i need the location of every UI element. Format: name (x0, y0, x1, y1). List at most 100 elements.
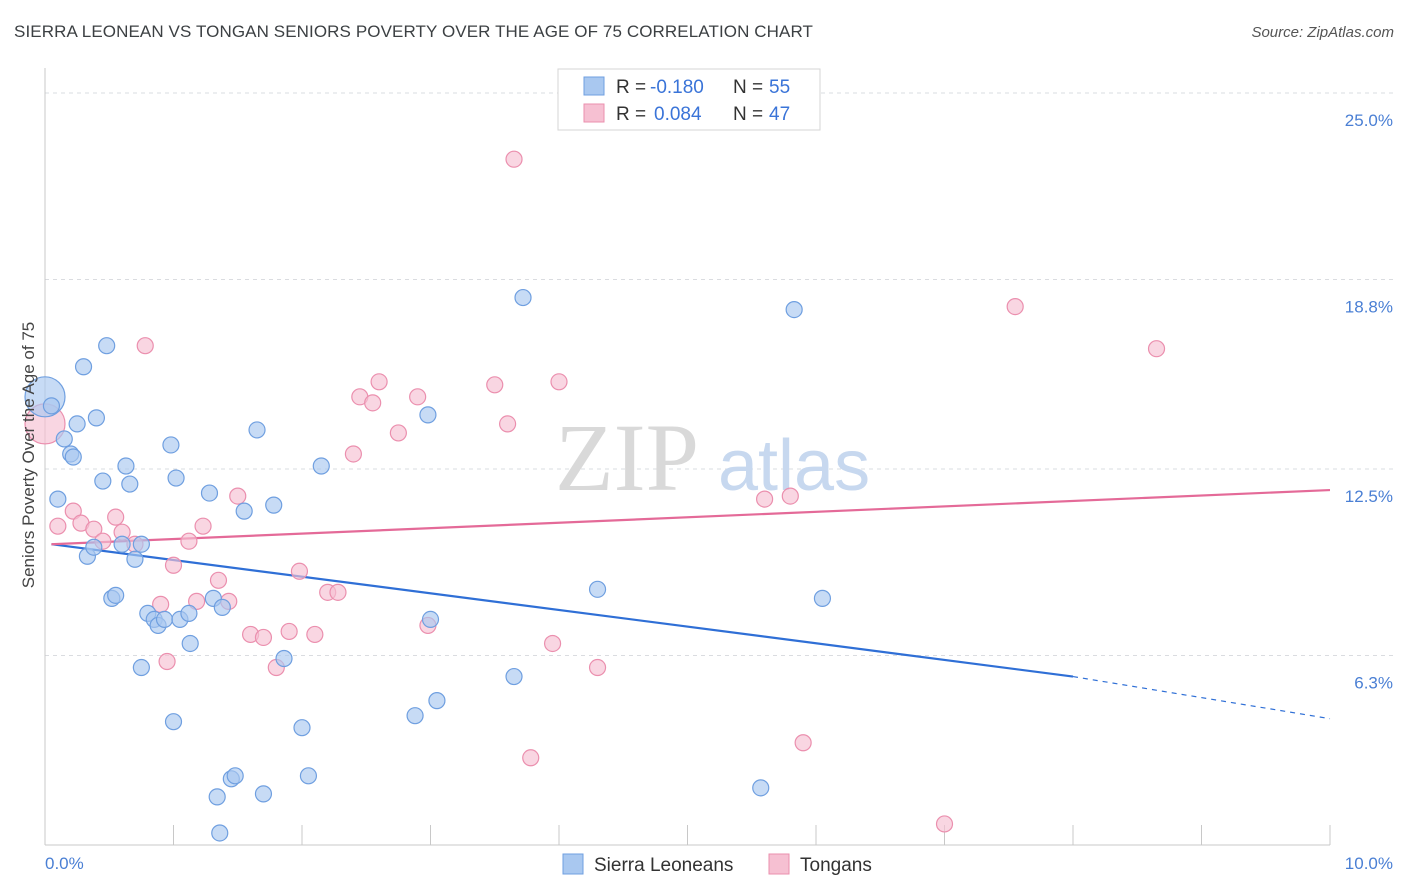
point-sierra-leonean (813, 589, 832, 607)
point-sierra-leonean (588, 580, 607, 598)
point-tongan (935, 815, 954, 833)
point-tongan (486, 376, 504, 394)
series-legend: Sierra Leoneans Tongans (562, 853, 872, 876)
point-sierra-leonean (208, 788, 226, 806)
legend-r-label-blue: R = (616, 77, 646, 98)
y-axis-title: Seniors Poverty Over the Age of 75 (19, 322, 38, 588)
point-tongan (254, 628, 273, 647)
point-sierra-leonean (211, 824, 229, 842)
trendline-tongan (51, 488, 1331, 546)
point-tongan (1006, 297, 1024, 316)
point-tongan (164, 556, 183, 574)
point-sierra-leonean (421, 610, 440, 629)
point-sierra-leonean (107, 586, 125, 604)
point-sierra-leonean (132, 535, 150, 553)
legend-n-value-blue: 55 (769, 77, 790, 98)
point-tongan (755, 490, 774, 508)
point-tongan (505, 150, 523, 168)
point-sierra-leonean (164, 713, 183, 731)
chart-title: SIERRA LEONEAN VS TONGAN SENIORS POVERTY… (14, 22, 814, 41)
point-sierra-leonean (98, 337, 116, 355)
point-tongan (389, 424, 407, 442)
point-sierra-leonean (752, 779, 770, 797)
point-sierra-leonean (299, 767, 318, 785)
point-sierra-leonean (181, 634, 199, 653)
point-tongan (499, 415, 517, 433)
y-tick-label: 12.5% (1345, 487, 1393, 506)
x-tick-label-max: 10.0% (1345, 854, 1393, 873)
x-tick-label-min: 0.0% (45, 854, 84, 873)
point-tongan (136, 337, 154, 355)
point-sierra-leonean (248, 421, 266, 439)
point-sierra-leonean (126, 550, 144, 568)
point-sierra-leonean (213, 598, 231, 616)
grid-layer (45, 92, 1395, 657)
point-sierra-leonean (785, 301, 803, 319)
point-sierra-leonean (117, 457, 135, 475)
bottom-legend-swatch-blue (562, 853, 584, 875)
correlation-legend: R = -0.180 N = 55 R = 0.084 N = 47 (557, 68, 821, 131)
point-tongan (229, 487, 247, 505)
point-tongan (64, 502, 82, 520)
watermark-zip: ZIP (555, 404, 699, 511)
point-sierra-leonean (293, 719, 311, 737)
bottom-legend-label-pink: Tongans (800, 855, 872, 876)
point-tongan (280, 622, 298, 641)
point-sierra-leonean (64, 448, 82, 466)
legend-swatch-pink (583, 103, 605, 123)
y-tick-label: 6.3% (1354, 674, 1393, 693)
point-sierra-leonean (180, 604, 198, 622)
y-tick-label: 18.8% (1345, 298, 1393, 317)
point-tongan (1147, 340, 1166, 358)
point-tongan (781, 487, 799, 505)
point-sierra-leonean (68, 415, 86, 433)
point-tongan (209, 571, 228, 589)
bottom-legend-swatch-pink (768, 853, 790, 875)
point-sierra-leonean (275, 649, 293, 668)
point-tongan (180, 532, 198, 550)
point-sierra-leonean (155, 610, 174, 629)
point-sierra-leonean (85, 538, 103, 556)
point-sierra-leonean (121, 475, 139, 493)
point-sierra-leonean (113, 535, 131, 553)
point-tongan (194, 517, 212, 535)
legend-r-label-pink: R = (616, 104, 646, 125)
point-tongan (158, 652, 176, 671)
points-layer (24, 150, 1166, 842)
point-sierra-leonean (42, 397, 61, 415)
axes-layer (44, 68, 1331, 846)
trend-layer (51, 488, 1331, 720)
point-sierra-leonean (235, 502, 253, 520)
legend-r-value-blue: -0.180 (650, 77, 704, 98)
point-sierra-leonean (162, 436, 180, 454)
legend-r-value-pink: 0.084 (654, 104, 702, 125)
point-sierra-leonean (514, 288, 532, 307)
point-tongan (550, 373, 568, 391)
point-sierra-leonean (132, 658, 150, 677)
legend-n-label-blue: N = (733, 77, 763, 98)
point-sierra-leonean (87, 409, 106, 427)
legend-swatch-blue (583, 76, 605, 96)
point-sierra-leonean (167, 469, 185, 487)
bottom-legend-label-blue: Sierra Leoneans (594, 855, 733, 876)
point-tongan (188, 592, 206, 610)
point-tongan (344, 445, 362, 463)
legend-n-label-pink: N = (733, 104, 763, 125)
trendline-sierra-leonean-extension (1072, 675, 1331, 720)
trendline-sierra-leonean (51, 543, 1074, 678)
y-tick-label: 25.0% (1345, 111, 1393, 130)
legend-n-value-pink: 47 (769, 104, 790, 125)
point-tongan (522, 749, 540, 767)
point-tongan (306, 625, 324, 644)
point-tongan (543, 634, 562, 653)
point-sierra-leonean (265, 496, 283, 514)
point-sierra-leonean (419, 406, 437, 424)
point-tongan (794, 734, 812, 752)
point-sierra-leonean (312, 457, 330, 475)
point-sierra-leonean (49, 490, 67, 508)
point-sierra-leonean (200, 484, 219, 502)
point-tongan (329, 583, 347, 601)
point-tongan (85, 520, 103, 538)
source-label: Source: ZipAtlas.com (1251, 24, 1394, 41)
